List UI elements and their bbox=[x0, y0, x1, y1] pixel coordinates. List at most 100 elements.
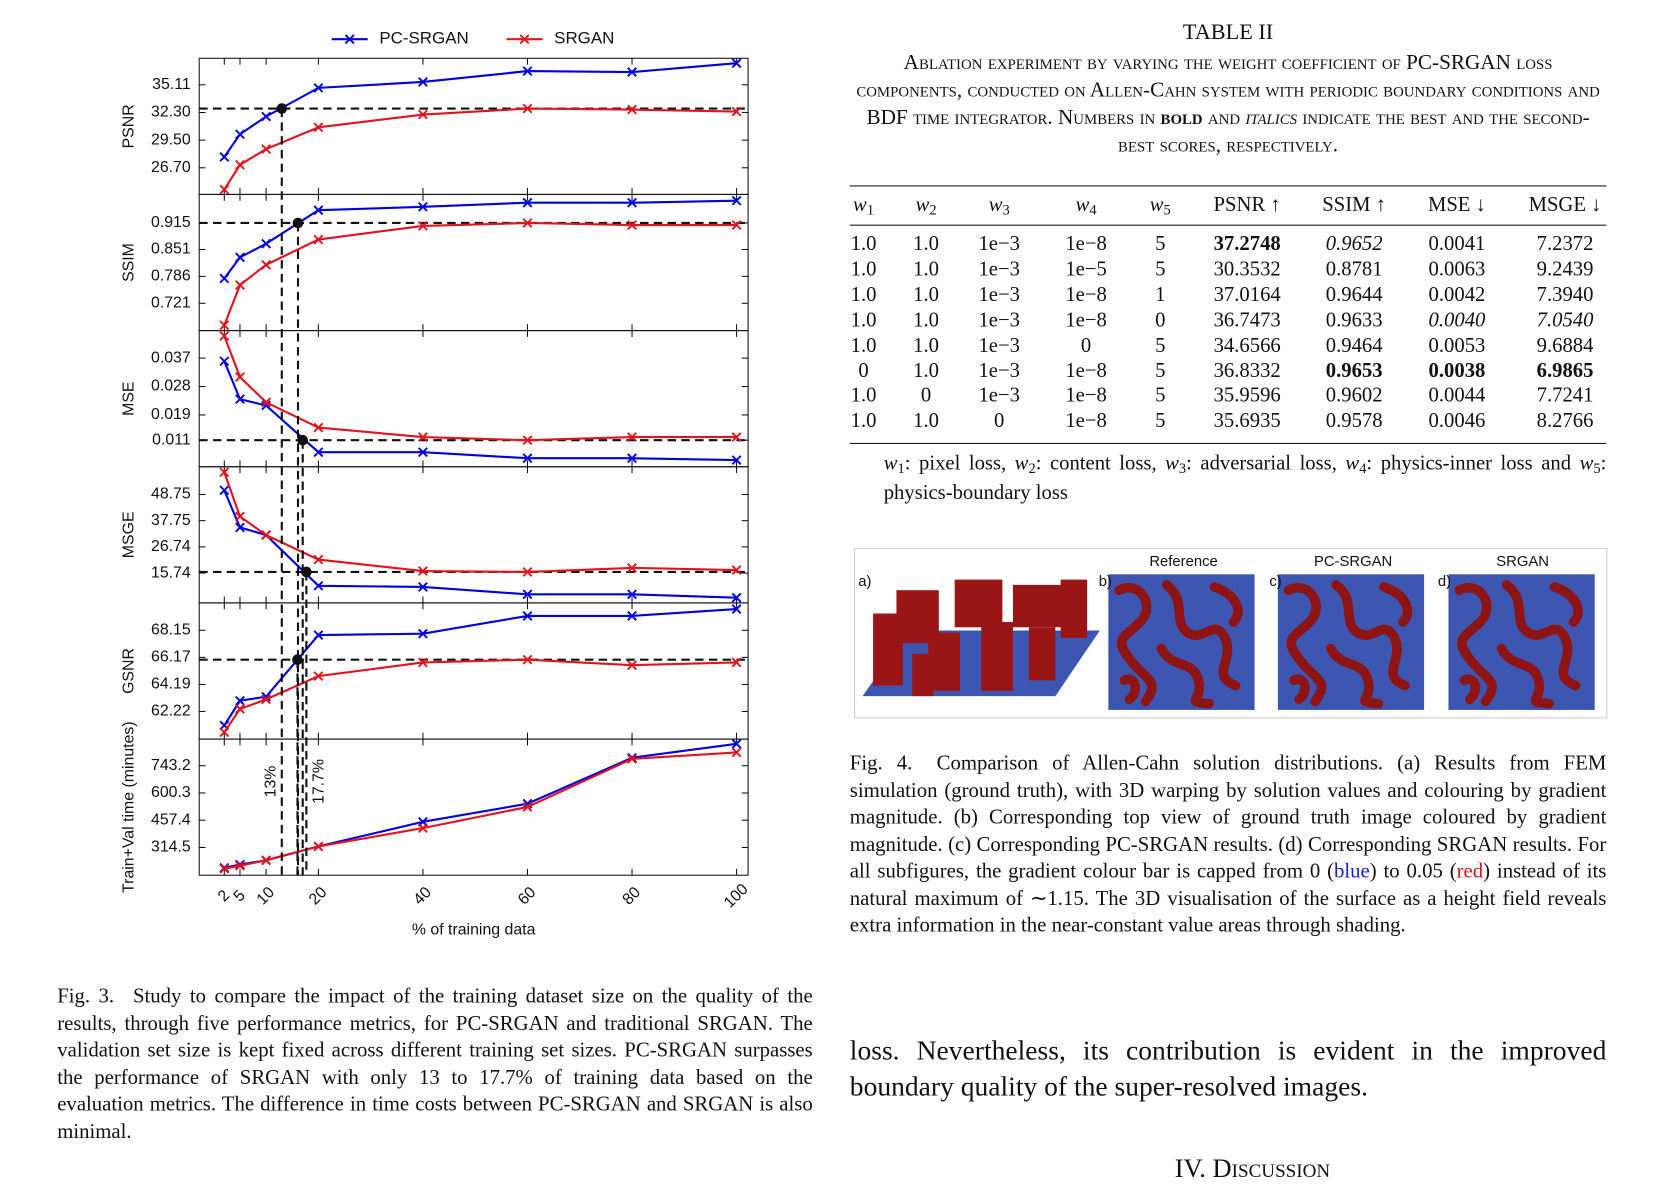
marker bbox=[313, 122, 324, 133]
marker bbox=[313, 205, 324, 216]
table-cell: 1e−8 bbox=[1065, 233, 1107, 256]
table-cell: 1.0 bbox=[913, 283, 940, 307]
table-cell: 1e−3 bbox=[978, 309, 1020, 332]
marker bbox=[627, 563, 637, 573]
table-cell: 30.3532 bbox=[1213, 258, 1281, 281]
marker bbox=[418, 582, 428, 592]
fig3-caption: Fig. 3. Study to compare the impact of t… bbox=[57, 985, 813, 1143]
symbol: w bbox=[1149, 193, 1164, 217]
marker bbox=[418, 220, 428, 231]
math-symbol: w1 bbox=[884, 452, 905, 476]
marker bbox=[522, 218, 533, 228]
symbol: w bbox=[1345, 452, 1360, 475]
header-cell: SSIM ↑ bbox=[1322, 193, 1387, 217]
marker bbox=[731, 565, 742, 575]
table-cell: 9.6884 bbox=[1536, 334, 1594, 357]
y-tick-label: 37.75 bbox=[151, 512, 191, 529]
table-cell: 1e−3 bbox=[978, 233, 1020, 256]
symbol: w bbox=[1014, 452, 1029, 475]
table-cell: 0.9652 bbox=[1325, 233, 1383, 256]
table-rule bbox=[849, 185, 1607, 187]
styled-run: red bbox=[1456, 860, 1484, 883]
y-tick-label: 32.30 bbox=[151, 104, 191, 121]
marker bbox=[731, 604, 742, 614]
table-rule bbox=[849, 224, 1607, 226]
marker bbox=[261, 238, 272, 249]
subscript: 2 bbox=[929, 201, 937, 218]
y-tick-label: 0.011 bbox=[152, 431, 191, 448]
marker bbox=[731, 747, 742, 758]
panel-frame bbox=[198, 738, 749, 876]
table-cell: 1e−3 bbox=[978, 258, 1020, 281]
table-cell: 0 bbox=[994, 410, 1005, 433]
table-cell: 5 bbox=[1155, 359, 1166, 382]
table-cell: 1e−8 bbox=[1065, 385, 1107, 408]
table-cell: 0 bbox=[1080, 334, 1092, 357]
crossing-point bbox=[301, 566, 312, 578]
x-axis-label: % of training data bbox=[412, 922, 536, 939]
marker bbox=[235, 522, 245, 533]
marker bbox=[522, 435, 533, 446]
text-run: Fig. 4. Comparison of Allen-Cahn solutio… bbox=[849, 752, 1607, 883]
marker bbox=[731, 195, 742, 206]
y-tick-label: 0.028 bbox=[151, 378, 191, 395]
text-run: ) instead of its natural maximum of ∼1.1… bbox=[849, 860, 1607, 937]
table-cell: 5 bbox=[1155, 258, 1166, 281]
y-tick-label: 0.037 bbox=[151, 349, 191, 366]
table-cell: 37.2748 bbox=[1213, 233, 1281, 256]
marker bbox=[235, 129, 245, 140]
header-cell: w5 bbox=[1107, 194, 1213, 219]
marker bbox=[219, 485, 230, 496]
marker bbox=[522, 453, 533, 464]
text-run: : adversarial loss, bbox=[1186, 452, 1346, 475]
marker bbox=[522, 802, 533, 812]
table: w1 w2 w3 w4 w5 PSNR ↑ SSIM ↑ MSE ↓ MSGE ↓ 1.0 1.0 1… bbox=[0, 0, 1653, 509]
marker bbox=[313, 580, 324, 591]
table-cell: 0.0041 bbox=[1428, 233, 1486, 256]
table-cell: 7.7241 bbox=[1536, 385, 1594, 408]
table-cell: 36.7473 bbox=[1213, 309, 1281, 332]
table-note: w1: pixel loss, w2: content loss, w3: ad… bbox=[884, 451, 1607, 507]
table-cell: 0.0046 bbox=[1428, 410, 1486, 433]
crossing-point bbox=[292, 654, 303, 666]
marker bbox=[219, 184, 230, 195]
fig4-caption: Fig. 4. Comparison of Allen-Cahn solutio… bbox=[850, 750, 1607, 939]
marker bbox=[219, 356, 230, 367]
marker bbox=[313, 422, 324, 433]
series-line bbox=[223, 199, 737, 280]
y-tick-label: 0.851 bbox=[151, 241, 191, 258]
header-cell: MSGE ↓ bbox=[1528, 193, 1602, 217]
x-tick-label: 20 bbox=[306, 884, 331, 909]
table-cell: 1e−8 bbox=[1065, 309, 1107, 332]
header-cell: w1 bbox=[811, 194, 917, 219]
marker bbox=[219, 152, 230, 162]
marker bbox=[522, 66, 533, 77]
table-cell: 1e−3 bbox=[978, 283, 1020, 307]
table-cell: 7.0540 bbox=[1536, 309, 1594, 332]
table-cell: 0.8781 bbox=[1325, 258, 1383, 281]
marker bbox=[731, 455, 742, 466]
marker bbox=[219, 320, 230, 331]
text-run: Ablation experiment by varying the weigh… bbox=[856, 50, 1600, 130]
marker bbox=[235, 159, 245, 170]
table-cell: 1.0 bbox=[850, 258, 877, 281]
subscript: 1 bbox=[866, 201, 875, 218]
table-cell: 1e−5 bbox=[1065, 258, 1107, 281]
y-tick-label: 62.22 bbox=[151, 703, 191, 720]
text-run: and bbox=[1202, 105, 1246, 130]
x-tick-label: 60 bbox=[515, 884, 540, 909]
marker bbox=[219, 467, 230, 478]
marker bbox=[418, 109, 428, 120]
series-line bbox=[224, 742, 737, 869]
table-cell: 7.2372 bbox=[1536, 233, 1594, 256]
styled-run: bold bbox=[1160, 105, 1203, 130]
marker bbox=[235, 280, 245, 290]
subscript: 5 bbox=[1163, 201, 1171, 218]
subscript: 3 bbox=[1178, 460, 1187, 477]
marker bbox=[418, 823, 428, 834]
subscript: 5 bbox=[1593, 460, 1601, 477]
marker bbox=[418, 201, 428, 212]
y-axis-label: MSE bbox=[120, 381, 137, 415]
table-cell: 1e−8 bbox=[1065, 283, 1107, 307]
marker bbox=[235, 372, 245, 382]
